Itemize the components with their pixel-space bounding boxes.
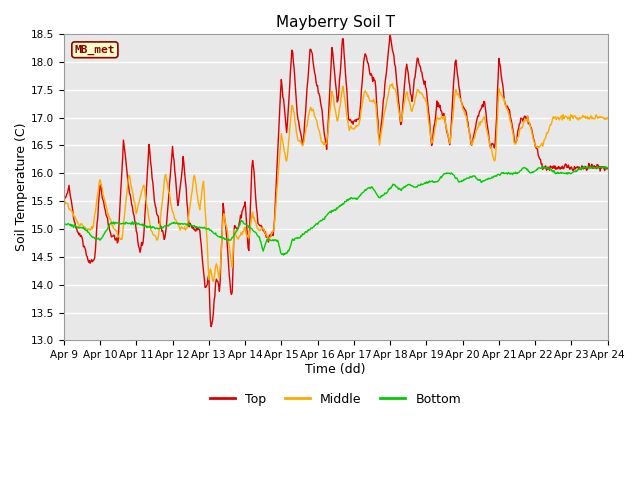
Y-axis label: Soil Temperature (C): Soil Temperature (C) [15, 123, 28, 252]
Text: MB_met: MB_met [75, 45, 115, 55]
Title: Mayberry Soil T: Mayberry Soil T [276, 15, 396, 30]
Legend: Top, Middle, Bottom: Top, Middle, Bottom [205, 388, 466, 411]
X-axis label: Time (dd): Time (dd) [305, 363, 366, 376]
